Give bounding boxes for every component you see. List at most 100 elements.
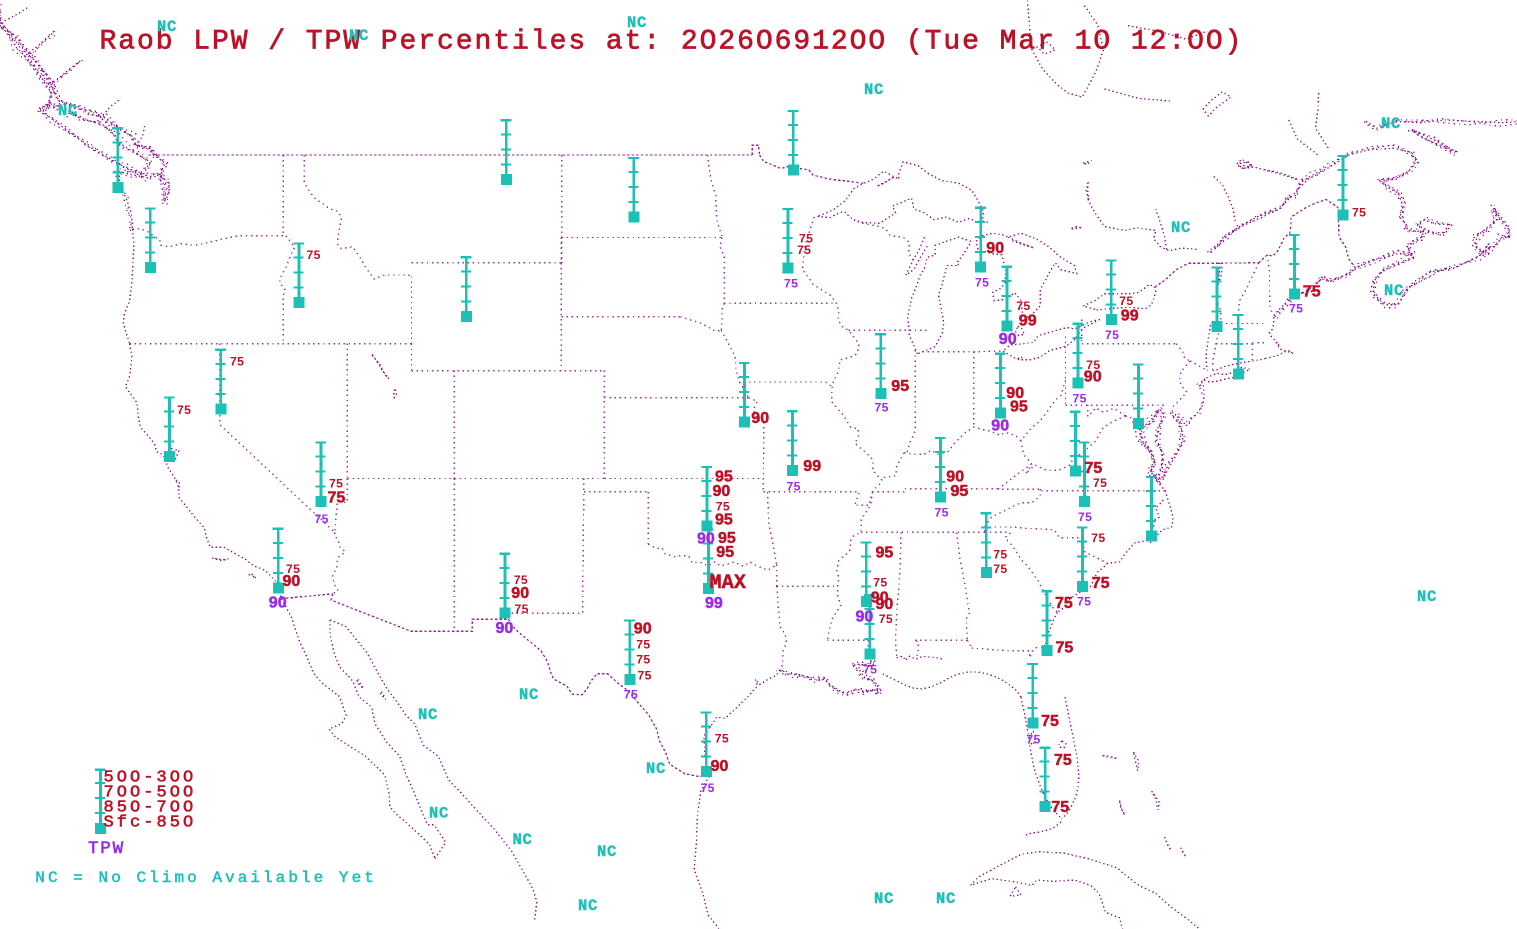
svg-text:90: 90: [269, 594, 287, 611]
svg-text:NC: NC: [58, 102, 78, 120]
svg-text:75: 75: [636, 637, 650, 651]
svg-text:95: 95: [951, 483, 969, 500]
svg-text:99: 99: [803, 458, 821, 475]
svg-text:75: 75: [1091, 531, 1105, 545]
svg-text:75: 75: [799, 231, 813, 245]
svg-text:95: 95: [876, 544, 894, 561]
svg-text:75: 75: [329, 476, 343, 490]
svg-text:75: 75: [1026, 733, 1040, 747]
svg-text:MAX: MAX: [710, 572, 747, 595]
svg-text:NC: NC: [519, 686, 539, 704]
svg-text:95: 95: [715, 511, 733, 528]
svg-text:75: 75: [515, 602, 529, 616]
svg-text:NC: NC: [864, 81, 884, 99]
svg-text:99: 99: [705, 595, 723, 612]
svg-text:75: 75: [1055, 595, 1073, 612]
svg-text:75: 75: [797, 243, 811, 257]
svg-text:75: 75: [1352, 205, 1366, 219]
svg-text:NC: NC: [627, 14, 647, 32]
svg-text:75: 75: [624, 687, 638, 701]
svg-text:Sfc-85O: Sfc-85O: [104, 814, 197, 833]
svg-text:99: 99: [1121, 307, 1139, 324]
svg-text:85O-7OO: 85O-7OO: [104, 799, 197, 818]
svg-text:NC: NC: [349, 27, 369, 45]
svg-text:75: 75: [636, 652, 650, 666]
svg-text:90: 90: [697, 531, 715, 548]
svg-text:90: 90: [511, 585, 529, 602]
svg-text:NC: NC: [874, 890, 894, 908]
svg-text:90: 90: [986, 240, 1004, 257]
svg-text:75: 75: [701, 781, 715, 795]
svg-text:75: 75: [879, 612, 893, 626]
svg-text:75: 75: [875, 400, 889, 414]
svg-text:99: 99: [1019, 312, 1037, 329]
svg-text:90: 90: [1084, 369, 1102, 386]
svg-text:75: 75: [715, 732, 729, 746]
svg-text:75: 75: [514, 573, 528, 587]
svg-text:90: 90: [711, 758, 729, 775]
svg-text:75: 75: [787, 479, 801, 493]
svg-text:NC: NC: [597, 843, 617, 861]
svg-text:75: 75: [1073, 392, 1087, 406]
svg-text:75: 75: [993, 562, 1007, 576]
svg-text:NC: NC: [513, 831, 533, 849]
svg-text:NC: NC: [157, 18, 177, 36]
svg-text:75: 75: [328, 490, 346, 507]
svg-text:75: 75: [873, 575, 887, 589]
svg-text:90: 90: [634, 621, 652, 638]
svg-text:90: 90: [991, 417, 1009, 434]
svg-text:5OO-3OO: 5OO-3OO: [104, 769, 197, 788]
svg-text:75: 75: [716, 499, 730, 513]
svg-text:90: 90: [496, 620, 514, 637]
svg-text:90: 90: [283, 573, 301, 590]
svg-text:95: 95: [891, 378, 909, 395]
svg-text:NC: NC: [1384, 282, 1404, 300]
svg-text:75: 75: [1078, 510, 1092, 524]
svg-text:75: 75: [993, 547, 1007, 561]
svg-text:75: 75: [638, 669, 652, 683]
svg-text:75: 75: [1041, 713, 1059, 730]
svg-text:NC = No Climo Available Yet: NC = No Climo Available Yet: [35, 869, 377, 887]
svg-text:75: 75: [1092, 575, 1110, 592]
svg-text:75: 75: [1105, 328, 1119, 342]
svg-text:NC: NC: [1381, 115, 1401, 133]
svg-text:95: 95: [715, 469, 733, 486]
svg-text:NC: NC: [418, 706, 438, 724]
svg-text:75: 75: [1077, 594, 1091, 608]
svg-text:90: 90: [856, 609, 874, 626]
svg-text:NC: NC: [429, 805, 449, 823]
svg-text:75: 75: [286, 562, 300, 576]
svg-text:90: 90: [876, 596, 894, 613]
svg-text:75: 75: [1054, 752, 1072, 769]
svg-text:75: 75: [1016, 299, 1030, 313]
svg-text:75: 75: [1051, 799, 1069, 816]
svg-text:95: 95: [1010, 399, 1028, 416]
svg-text:75: 75: [230, 354, 244, 368]
svg-text:90: 90: [871, 589, 889, 606]
svg-text:75: 75: [307, 248, 321, 262]
svg-text:Raob LPW / TPW Percentiles at:: Raob LPW / TPW Percentiles at: 2O26O6912…: [100, 26, 1244, 57]
svg-text:90: 90: [1006, 385, 1024, 402]
svg-text:NC: NC: [646, 760, 666, 778]
svg-text:NC: NC: [1417, 588, 1437, 606]
svg-text:75: 75: [863, 662, 877, 676]
svg-text:NC: NC: [578, 897, 598, 915]
svg-text:75: 75: [1093, 476, 1107, 490]
svg-text:NC: NC: [936, 890, 956, 908]
svg-text:7OO-5OO: 7OO-5OO: [104, 784, 197, 803]
svg-text:90: 90: [751, 410, 769, 427]
svg-text:75: 75: [1056, 639, 1074, 656]
svg-text:75: 75: [177, 403, 191, 417]
svg-text:75: 75: [784, 277, 798, 291]
svg-text:95: 95: [718, 530, 736, 547]
svg-text:NC: NC: [1171, 219, 1191, 237]
svg-text:75: 75: [315, 512, 329, 526]
svg-text:75: 75: [1086, 358, 1100, 372]
svg-text:90: 90: [713, 483, 731, 500]
svg-text:75: 75: [1085, 460, 1103, 477]
svg-text:TPW: TPW: [88, 839, 125, 859]
svg-text:75: 75: [1289, 302, 1303, 316]
svg-text:90: 90: [999, 331, 1017, 348]
svg-text:95: 95: [716, 544, 734, 561]
svg-text:75: 75: [975, 275, 989, 289]
